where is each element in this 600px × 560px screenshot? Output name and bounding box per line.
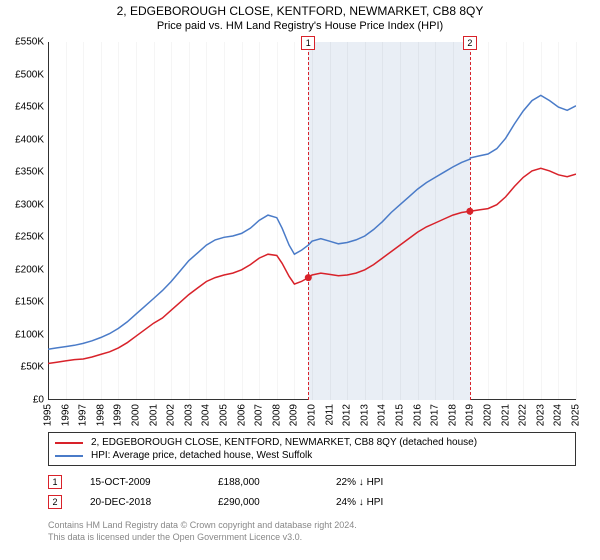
event-price: £188,000 — [218, 477, 308, 488]
x-tick-label: 1995 — [43, 404, 54, 426]
x-tick-label: 2013 — [359, 404, 370, 426]
license-line-2: This data is licensed under the Open Gov… — [48, 532, 576, 544]
y-tick-label: £100K — [15, 329, 44, 340]
event-dot — [466, 208, 473, 215]
license-line-1: Contains HM Land Registry data © Crown c… — [48, 520, 576, 532]
plot-area: 12£0£50K£100K£150K£200K£250K£300K£350K£4… — [48, 42, 576, 400]
event-date: 15-OCT-2009 — [90, 477, 190, 488]
x-tick-label: 1998 — [95, 404, 106, 426]
x-tick-label: 2002 — [166, 404, 177, 426]
x-tick-label: 2006 — [236, 404, 247, 426]
y-tick-label: £300K — [15, 199, 44, 210]
chart-subtitle: Price paid vs. HM Land Registry's House … — [0, 18, 600, 32]
y-tick-label: £150K — [15, 297, 44, 308]
x-tick-label: 2005 — [219, 404, 230, 426]
x-tick-label: 1997 — [78, 404, 89, 426]
y-tick-label: £450K — [15, 102, 44, 113]
event-price: £290,000 — [218, 497, 308, 508]
x-tick-label: 2008 — [271, 404, 282, 426]
x-tick-label: 2009 — [289, 404, 300, 426]
y-tick-label: £350K — [15, 167, 44, 178]
event-date: 20-DEC-2018 — [90, 497, 190, 508]
events-table: 1 15-OCT-2009 £188,000 22% ↓ HPI 2 20-DEC-201… — [48, 472, 576, 512]
chart-title: 2, EDGEBOROUGH CLOSE, KENTFORD, NEWMARKE… — [0, 0, 600, 18]
x-tick-label: 1999 — [113, 404, 124, 426]
x-tick-label: 2018 — [447, 404, 458, 426]
line-layer — [48, 42, 576, 400]
x-tick-label: 2019 — [465, 404, 476, 426]
y-tick-label: £50K — [21, 362, 44, 373]
legend-swatch — [55, 442, 83, 444]
legend-label: 2, EDGEBOROUGH CLOSE, KENTFORD, NEWMARKE… — [91, 437, 477, 448]
legend-swatch — [55, 455, 83, 457]
x-tick-label: 2004 — [201, 404, 212, 426]
event-row: 2 20-DEC-2018 £290,000 24% ↓ HPI — [48, 492, 576, 512]
series-hpi — [48, 95, 576, 349]
x-tick-label: 2022 — [518, 404, 529, 426]
event-dot — [305, 274, 312, 281]
x-tick-label: 1996 — [60, 404, 71, 426]
x-tick-label: 2010 — [307, 404, 318, 426]
event-number-box: 2 — [48, 495, 62, 509]
x-tick-label: 2015 — [395, 404, 406, 426]
x-tick-label: 2011 — [324, 404, 335, 426]
legend-row: HPI: Average price, detached house, West… — [55, 449, 569, 462]
x-tick-label: 2017 — [430, 404, 441, 426]
y-tick-label: £550K — [15, 37, 44, 48]
x-tick-label: 2025 — [571, 404, 582, 426]
legend-row: 2, EDGEBOROUGH CLOSE, KENTFORD, NEWMARKE… — [55, 436, 569, 449]
legend: 2, EDGEBOROUGH CLOSE, KENTFORD, NEWMARKE… — [48, 432, 576, 466]
x-tick-label: 2020 — [483, 404, 494, 426]
x-tick-label: 2000 — [131, 404, 142, 426]
y-tick-label: £250K — [15, 232, 44, 243]
x-tick-label: 2014 — [377, 404, 388, 426]
x-tick-label: 2001 — [148, 404, 159, 426]
event-delta: 22% ↓ HPI — [336, 477, 383, 488]
x-tick-label: 2007 — [254, 404, 265, 426]
license-text: Contains HM Land Registry data © Crown c… — [48, 520, 576, 543]
x-tick-label: 2024 — [553, 404, 564, 426]
x-tick-label: 2003 — [183, 404, 194, 426]
event-row: 1 15-OCT-2009 £188,000 22% ↓ HPI — [48, 472, 576, 492]
x-tick-label: 2012 — [342, 404, 353, 426]
series-price_paid — [48, 168, 576, 363]
x-tick-label: 2023 — [535, 404, 546, 426]
y-tick-label: £400K — [15, 134, 44, 145]
x-tick-label: 2016 — [412, 404, 423, 426]
event-delta: 24% ↓ HPI — [336, 497, 383, 508]
event-number-box: 1 — [48, 475, 62, 489]
chart-container: 2, EDGEBOROUGH CLOSE, KENTFORD, NEWMARKE… — [0, 0, 600, 560]
legend-label: HPI: Average price, detached house, West… — [91, 450, 312, 461]
y-tick-label: £500K — [15, 69, 44, 80]
x-tick-label: 2021 — [500, 404, 511, 426]
y-tick-label: £200K — [15, 264, 44, 275]
